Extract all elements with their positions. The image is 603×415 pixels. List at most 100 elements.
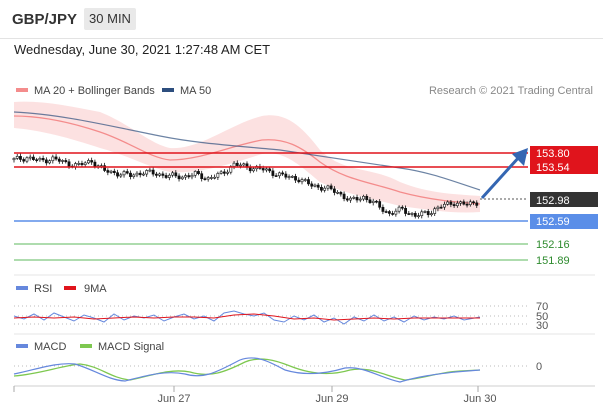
candle-body bbox=[423, 211, 427, 213]
candle-body bbox=[384, 211, 388, 213]
candle-body bbox=[345, 198, 349, 201]
candle-body bbox=[154, 173, 158, 176]
candle-body bbox=[468, 201, 472, 206]
candle-body bbox=[368, 199, 372, 203]
candle-body bbox=[161, 173, 165, 176]
timestamp: Wednesday, June 30, 2021 1:27:48 AM CET bbox=[14, 42, 271, 57]
candle-body bbox=[375, 200, 378, 203]
candle-body bbox=[103, 165, 107, 171]
candle-body bbox=[294, 176, 297, 181]
candle-body bbox=[332, 188, 336, 193]
candle-body bbox=[381, 206, 385, 212]
candle-body bbox=[151, 169, 155, 175]
candle-body bbox=[475, 202, 479, 206]
candle-body bbox=[446, 201, 450, 205]
candle-body bbox=[400, 206, 404, 209]
candle-body bbox=[167, 174, 171, 178]
candle-body bbox=[35, 159, 39, 161]
candle-body bbox=[122, 171, 126, 176]
r1-label-bg bbox=[530, 146, 598, 160]
candle-body bbox=[28, 156, 32, 159]
x-label-jun27: Jun 27 bbox=[157, 393, 190, 405]
timeframe-button[interactable]: 30 MIN bbox=[84, 8, 136, 30]
candle-body bbox=[265, 168, 268, 171]
candle-body bbox=[430, 213, 433, 216]
candle-body bbox=[371, 200, 375, 203]
candle-body bbox=[339, 191, 343, 195]
candle-body bbox=[407, 213, 411, 215]
candle-body bbox=[404, 207, 407, 214]
candle-body bbox=[125, 171, 129, 174]
candle-body bbox=[48, 160, 51, 164]
candle-body bbox=[323, 187, 327, 191]
candle-body bbox=[38, 158, 42, 161]
candle-body bbox=[174, 172, 178, 177]
candle-body bbox=[465, 203, 469, 206]
candle-body bbox=[426, 211, 430, 216]
bollinger-legend-label: MA 20 + Bollinger Bands bbox=[34, 85, 155, 97]
candle-body bbox=[51, 156, 55, 162]
candle-body bbox=[148, 169, 152, 172]
candle-body bbox=[116, 172, 119, 177]
candle-body bbox=[365, 195, 369, 201]
candle-body bbox=[268, 168, 272, 172]
candle-body bbox=[472, 201, 475, 204]
candle-body bbox=[112, 170, 116, 173]
candle-body bbox=[54, 156, 58, 160]
candle-body bbox=[242, 163, 246, 166]
candle-body bbox=[206, 177, 210, 180]
candle-body bbox=[197, 171, 200, 174]
candle-body bbox=[391, 213, 395, 215]
macd-signal-line bbox=[13, 358, 481, 381]
candle-body bbox=[222, 171, 226, 174]
macd-legend-label: MACD bbox=[34, 341, 66, 353]
candle-body bbox=[433, 208, 437, 214]
rsi-50-label: 50 bbox=[536, 311, 548, 323]
candle-body bbox=[87, 160, 90, 164]
candle-body bbox=[443, 203, 446, 208]
s1-label-bg bbox=[530, 214, 598, 229]
x-label-jun29: Jun 29 bbox=[315, 393, 348, 405]
candle-body bbox=[64, 160, 68, 163]
candle-body bbox=[410, 213, 414, 215]
candle-body bbox=[32, 156, 35, 160]
candle-body bbox=[158, 173, 162, 176]
candle-body bbox=[274, 175, 278, 177]
candle-body bbox=[12, 158, 16, 161]
candle-body bbox=[213, 176, 217, 179]
header-bar: GBP/JPY 30 MIN bbox=[0, 0, 603, 39]
candle-body bbox=[171, 172, 174, 176]
rsi-legend-swatch bbox=[16, 286, 28, 290]
candle-body bbox=[281, 172, 284, 175]
r2-label-bg bbox=[530, 160, 598, 174]
candle-body bbox=[210, 177, 213, 179]
candle-body bbox=[252, 168, 255, 172]
candle-body bbox=[271, 170, 275, 176]
candle-body bbox=[355, 197, 359, 201]
candle-body bbox=[22, 159, 26, 162]
r1-label: 153.80 bbox=[536, 148, 570, 160]
price-chart[interactable]: MA 20 + Bollinger Bands MA 50 Research ©… bbox=[0, 70, 603, 415]
ma50-legend-swatch bbox=[162, 88, 174, 92]
rsi-30-label: 30 bbox=[536, 320, 548, 332]
s2-label: 152.16 bbox=[536, 239, 570, 251]
candle-body bbox=[313, 184, 317, 187]
candle-body bbox=[180, 176, 184, 180]
candle-body bbox=[142, 173, 145, 176]
candle-body bbox=[164, 175, 168, 178]
candle-body bbox=[193, 171, 197, 176]
rsi-ma-line bbox=[13, 313, 480, 321]
candle-body bbox=[145, 170, 149, 175]
candle-body bbox=[307, 179, 310, 185]
candle-body bbox=[420, 211, 424, 217]
candle-body bbox=[25, 157, 29, 162]
candle-body bbox=[235, 162, 239, 166]
candle-body bbox=[41, 158, 45, 161]
forecast-arrow-line bbox=[480, 154, 522, 200]
candle-body bbox=[358, 198, 362, 201]
x-label-jun30: Jun 30 bbox=[463, 393, 496, 405]
candle-body bbox=[177, 175, 181, 180]
candle-body bbox=[184, 175, 187, 178]
candle-body bbox=[106, 170, 110, 173]
candle-body bbox=[352, 197, 356, 199]
